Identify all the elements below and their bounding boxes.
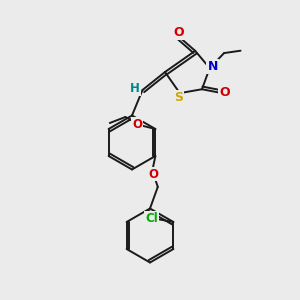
Text: S: S — [174, 91, 183, 104]
Text: O: O — [148, 167, 158, 181]
Text: N: N — [208, 60, 218, 73]
Text: O: O — [132, 118, 142, 131]
Text: O: O — [173, 26, 184, 39]
Text: Cl: Cl — [145, 212, 158, 225]
Text: H: H — [130, 82, 140, 95]
Text: O: O — [220, 86, 230, 99]
